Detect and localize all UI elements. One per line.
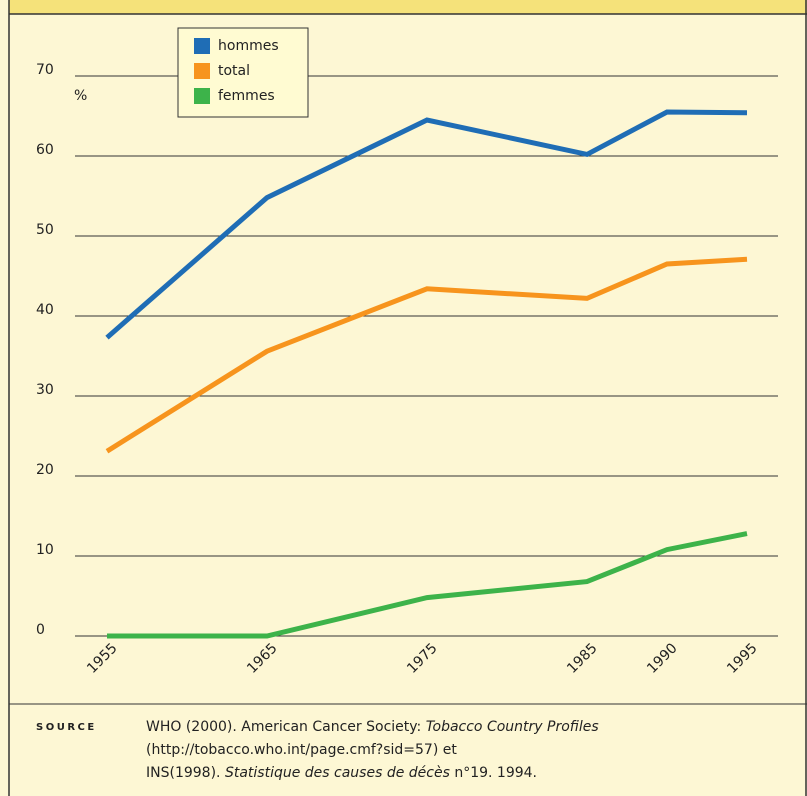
x-tick-label: 1955	[84, 640, 121, 677]
header-band	[9, 0, 807, 14]
source-line: INS(1998). Statistique des causes de déc…	[146, 765, 537, 781]
source-label: SOURCE	[36, 722, 97, 733]
legend: hommes total femmes	[177, 27, 309, 118]
series-line	[107, 531, 748, 639]
source-text: Tobacco Country Profiles	[426, 719, 599, 735]
y-tick-label: 50	[36, 222, 54, 238]
source-text: (http://tobacco.who.int/page.cmf?sid=57)…	[146, 742, 457, 758]
x-tick-label: 1975	[404, 640, 441, 677]
source-text: WHO (2000). American Cancer Society:	[146, 719, 426, 735]
x-tick-label: 1965	[244, 640, 281, 677]
x-tick-label: 1995	[724, 640, 761, 677]
y-tick-label: 10	[36, 542, 54, 558]
x-tick-label: 1985	[564, 640, 601, 677]
series-line	[105, 109, 748, 340]
legend-label: hommes	[218, 38, 279, 54]
legend-swatch	[194, 63, 210, 79]
source-line: WHO (2000). American Cancer Society: Tob…	[146, 719, 599, 735]
legend-label: femmes	[218, 88, 275, 104]
source-text: Statistique des causes de décès	[225, 765, 450, 781]
x-tick-label: 1990	[644, 640, 681, 677]
series-line	[105, 256, 748, 454]
y-tick-label: 20	[36, 462, 54, 478]
legend-label: total	[218, 63, 250, 79]
y-tick-label: 30	[36, 382, 54, 398]
y-tick-label: 70	[36, 62, 54, 78]
legend-swatch	[194, 38, 210, 54]
legend-swatch	[194, 88, 210, 104]
y-tick-label: 40	[36, 302, 54, 318]
source-text: n°19. 1994.	[450, 765, 537, 781]
source-text: INS(1998).	[146, 765, 225, 781]
source-line: (http://tobacco.who.int/page.cmf?sid=57)…	[146, 742, 457, 758]
y-unit: %	[74, 88, 87, 104]
y-tick-label: 60	[36, 142, 54, 158]
plot: 0 10 20 30 40 50 60 70% 1955 1965 1975 1985 1990 1995	[36, 62, 778, 677]
y-tick-label: 0	[36, 622, 45, 638]
